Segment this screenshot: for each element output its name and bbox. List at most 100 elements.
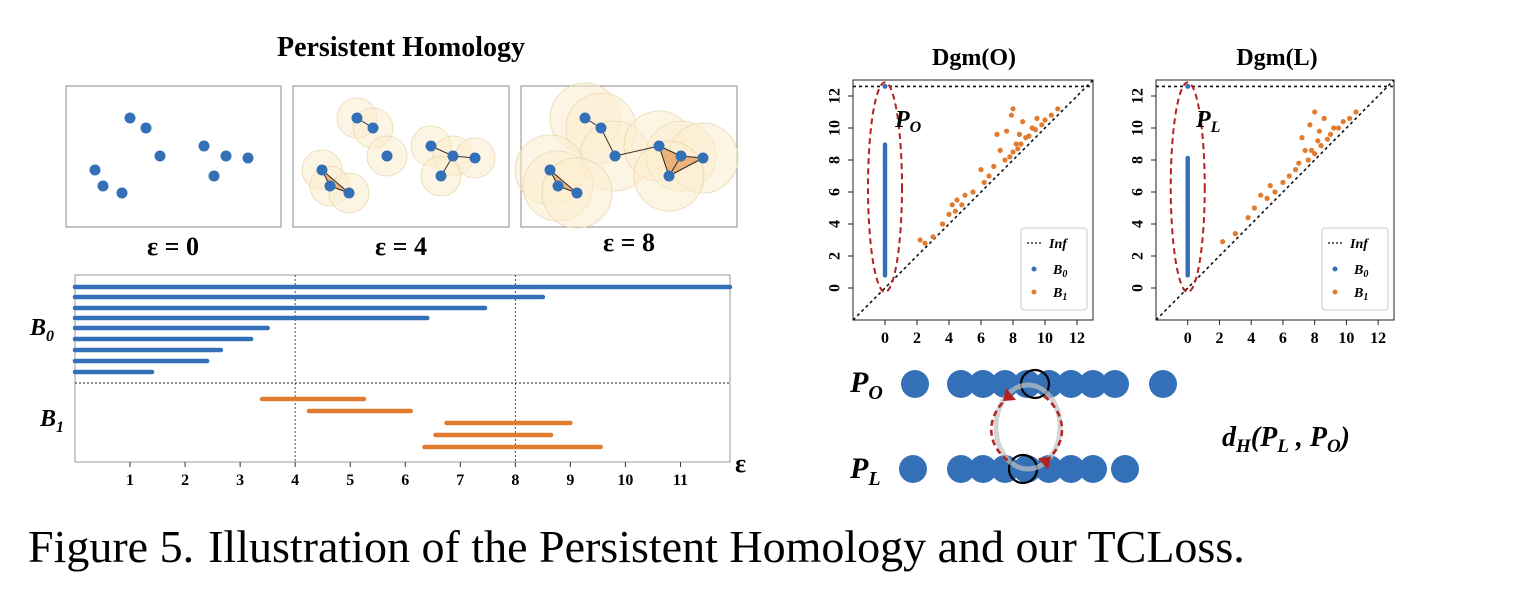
dgm-b1-point	[922, 240, 928, 246]
data-point	[367, 122, 379, 134]
dgm-b1-point	[959, 202, 965, 208]
dgm-legend-box	[1321, 227, 1389, 311]
dgm-xtick-label: 12	[1370, 330, 1386, 347]
point-cloud-eps0	[89, 112, 254, 199]
comparison-dots	[899, 368, 1177, 485]
dgm-b1-point	[917, 237, 923, 243]
dgm-xtick-label: 8	[1311, 330, 1319, 347]
data-point	[579, 112, 591, 124]
dgm-b1-point	[1258, 192, 1264, 198]
data-point	[140, 122, 152, 134]
dgm-b1-point	[1315, 138, 1321, 144]
data-point	[116, 187, 128, 199]
data-point	[425, 140, 437, 152]
dgm-title-L: Dgm(L)	[1236, 45, 1317, 71]
dgm-b1-point	[1034, 115, 1040, 121]
simplex-edge	[549, 169, 578, 194]
dgm-xtick-label: 8	[1009, 330, 1017, 347]
dgm-b1-point	[997, 147, 1003, 153]
dgm-b1-point	[949, 202, 955, 208]
dgm-b1-point	[1232, 231, 1238, 237]
dgm-b1-point	[1016, 131, 1023, 137]
data-point	[697, 152, 709, 164]
barcode-frame	[74, 274, 731, 463]
data-point	[124, 112, 136, 124]
dgm-xtick-label: 2	[1215, 330, 1223, 347]
dgm-b1-point	[1286, 173, 1292, 179]
dgm-ytick-label: 6	[827, 188, 844, 196]
dgm-xtick-label: 0	[881, 330, 889, 347]
barcode-tick-label: 3	[236, 472, 244, 489]
snapshot-panels: ε = 0 ε = 4 ε = 8	[65, 82, 739, 261]
pl-point	[947, 455, 975, 483]
dgm-ytick-label: 8	[827, 156, 844, 164]
dgm-ytick-label: 8	[1130, 156, 1147, 164]
barcode-xlabel: ε	[735, 449, 746, 478]
dgm-ytick-label: 4	[1130, 220, 1147, 228]
dgm-b1-point	[994, 131, 1000, 137]
dgm-xtick-label: 10	[1037, 330, 1053, 347]
dgm-b1-point	[1302, 147, 1308, 153]
dgm-xtick-label: 12	[1069, 330, 1085, 347]
data-point	[89, 164, 101, 176]
figure-caption: Figure 5. Illustration of the Persistent …	[28, 520, 1259, 573]
dgm-b1-point	[1318, 143, 1324, 149]
po-point	[1057, 370, 1085, 398]
dgm-b1-point	[1264, 195, 1270, 201]
barcode-tick-label: 9	[566, 472, 574, 489]
dgm-ytick-label: 10	[827, 120, 844, 136]
barcode-tick-label: 8	[511, 472, 519, 489]
dgm-ytick-label: 10	[1130, 120, 1147, 136]
dgm-b1-point	[1296, 160, 1302, 166]
barcode-ticks: 1 2 3 4 5 6 7 8 9 10 11	[126, 462, 688, 489]
dgm-b1-point	[970, 189, 976, 195]
dgm-b1-point	[1331, 125, 1337, 131]
dgm-b1-point	[1004, 128, 1010, 134]
matching-arrow-left	[990, 395, 1011, 464]
dgm-b1-point	[1042, 117, 1048, 123]
dgm-region-label-O: PO	[894, 107, 922, 136]
snapshot-label-eps0: ε = 0	[147, 232, 199, 261]
barcode-bars	[72, 284, 733, 450]
data-point	[351, 112, 363, 124]
legend-inf-label: Inf	[1349, 237, 1369, 252]
dgm-b1-point	[1267, 183, 1273, 189]
dgm-b1-point	[1293, 167, 1299, 173]
dgm-b1-point	[1312, 151, 1318, 157]
dgm-b1-point	[1251, 205, 1257, 211]
dgm-xtick-label: 4	[945, 330, 953, 347]
legend-b1-swatch	[1031, 289, 1037, 295]
data-point	[208, 170, 220, 182]
dgm-b1-point	[1220, 239, 1226, 245]
po-point	[1149, 370, 1177, 398]
data-point	[447, 150, 459, 162]
point-cloud-eps8	[514, 82, 739, 229]
hausdorff-distance-label: dH(PL , PO)	[1222, 422, 1350, 457]
dgm-b1-point	[1245, 215, 1251, 221]
arrowhead-bottom	[1038, 457, 1051, 470]
dgm-region-label-L: PL	[1195, 107, 1221, 136]
dgm-xtick-label: 6	[977, 330, 985, 347]
po-point	[969, 370, 997, 398]
po-point	[1079, 370, 1107, 398]
pl-point	[1111, 455, 1139, 483]
dgm-ytick-label: 4	[827, 220, 844, 228]
data-point	[220, 150, 232, 162]
data-point	[653, 140, 665, 152]
data-point	[675, 150, 687, 162]
dgm-inf-point	[882, 83, 888, 89]
data-point	[316, 164, 328, 176]
dgm-ytick-label: 0	[827, 284, 844, 292]
dgm-xtick-label: 0	[1184, 330, 1192, 347]
dgm-b1-point	[1321, 115, 1327, 121]
data-point	[324, 180, 336, 192]
po-point	[901, 370, 929, 398]
dgm-b0-ellipse	[1169, 81, 1206, 293]
dgm-b1-point	[1327, 131, 1334, 137]
dgm-b1-point	[981, 179, 987, 185]
data-point	[435, 170, 447, 182]
dgm-b1-point	[1280, 179, 1286, 185]
dgm-b1-point	[1316, 128, 1323, 134]
dgm-xtick-label: 6	[1279, 330, 1287, 347]
